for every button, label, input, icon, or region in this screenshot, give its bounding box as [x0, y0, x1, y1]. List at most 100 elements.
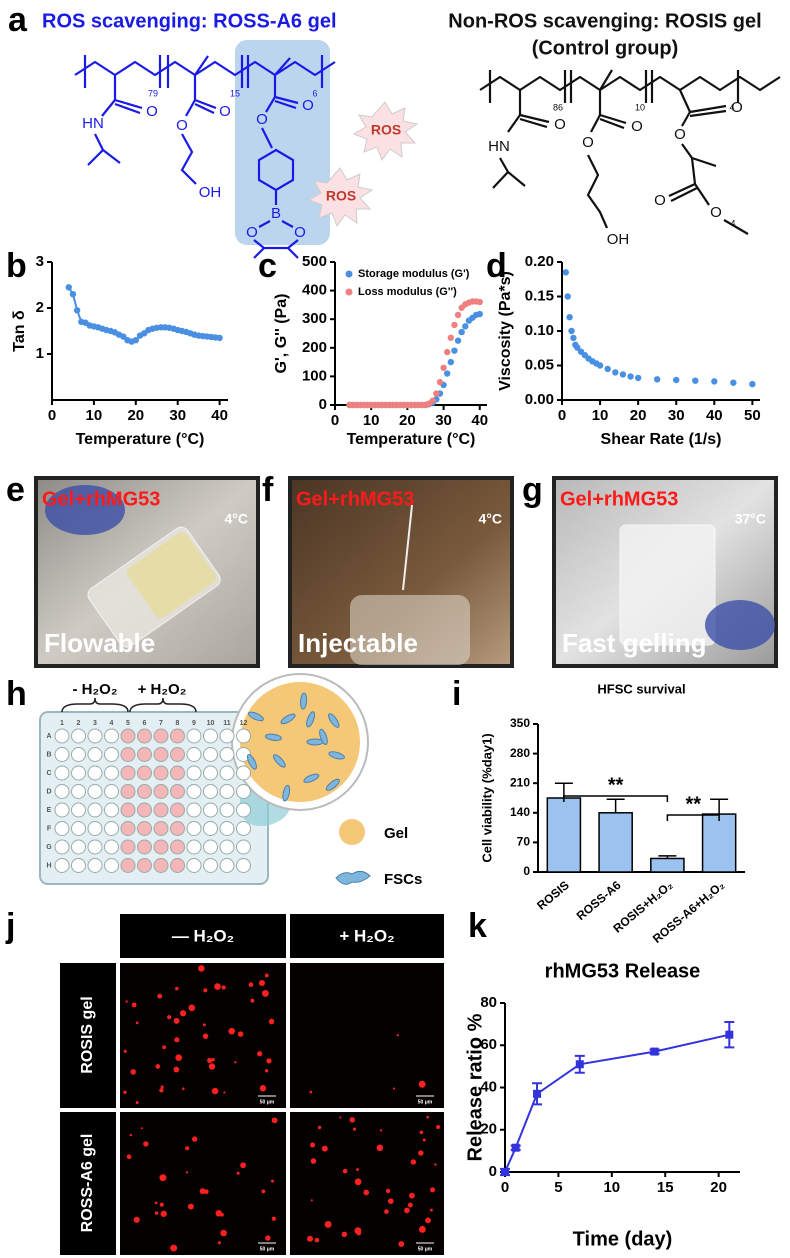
cell-dot: [185, 1146, 190, 1151]
cell: [264, 733, 282, 741]
cell-dot: [398, 1241, 405, 1248]
ros-label: ROS: [326, 188, 356, 204]
cell-dot: [157, 993, 163, 999]
well: [54, 858, 70, 873]
x-axis-label: Temperature (°C): [347, 431, 476, 448]
cell-dot: [154, 1211, 159, 1215]
well: [104, 765, 119, 781]
cell-dot: [354, 1178, 362, 1186]
point: [454, 337, 462, 344]
well: [104, 802, 119, 818]
error-bar: [606, 798, 625, 813]
cell-dot: [310, 1158, 317, 1164]
cell-dot: [214, 983, 221, 990]
y-tick-label: 350: [510, 716, 530, 730]
column-number: 7: [159, 720, 163, 727]
y-tick-label: 140: [510, 805, 530, 819]
cell-dot: [409, 1192, 415, 1199]
atom: O: [554, 116, 566, 133]
y-axis-label: Cell viability (%day1): [479, 733, 494, 862]
y-tick-label: 0.05: [525, 356, 554, 373]
y-tick-label: 200: [302, 339, 327, 356]
cell: [246, 754, 257, 770]
x-tick-label: 40: [706, 407, 723, 424]
micrograph: [290, 1112, 444, 1255]
cell-dot: [410, 1159, 417, 1165]
cell-dot: [324, 1220, 332, 1228]
rosis-structure: 86 10 4 4 O HN O O OH O O O O: [479, 69, 781, 248]
atom: O: [176, 117, 188, 134]
y-tick-label: 0: [319, 396, 327, 413]
cell-dot: [208, 1063, 216, 1070]
cell: [272, 754, 286, 768]
cell-dot: [418, 1150, 424, 1156]
cell-dot: [250, 998, 255, 1003]
cell-dot: [131, 1002, 137, 1008]
point: [69, 291, 77, 298]
panel-label: h: [6, 675, 27, 713]
point: [433, 390, 440, 397]
well: [203, 728, 218, 744]
point: [443, 348, 451, 356]
cell: [306, 738, 324, 746]
well: [236, 784, 251, 799]
well: [203, 839, 218, 855]
bar: [701, 813, 737, 873]
cell-dot: [356, 1168, 359, 1172]
subscript: 6: [312, 88, 317, 98]
well: [170, 839, 185, 855]
well: [186, 728, 202, 744]
well: [54, 728, 70, 744]
well: [203, 802, 218, 818]
structure-title: ROS scavenging: ROSS-A6 gel: [42, 10, 337, 32]
line: [504, 1033, 730, 1173]
cell-dot: [143, 1141, 149, 1147]
point: [454, 311, 462, 319]
atom: O: [246, 224, 258, 241]
well: [236, 765, 251, 781]
x-tick-label: 50: [744, 407, 761, 424]
well: [219, 784, 235, 799]
well: [219, 839, 235, 855]
cell: [280, 713, 296, 725]
well: [219, 802, 235, 818]
point: [692, 377, 699, 384]
cell: [282, 784, 291, 802]
cell-dot: [379, 1129, 383, 1132]
column-number: 2: [77, 720, 81, 727]
well: [137, 784, 152, 799]
ros-burst: ROS ROS: [307, 101, 419, 228]
cell-dot: [384, 1209, 389, 1214]
x-axis-label: Time (day): [573, 1228, 673, 1250]
cell-dot: [159, 1088, 164, 1093]
point: [443, 370, 451, 377]
row-letter: A: [46, 733, 51, 740]
y-axis-label: Release ratio %: [464, 1013, 486, 1161]
photo-caption: Flowable: [44, 628, 155, 658]
y-axis-label: Viscosity (Pa*s): [497, 271, 514, 391]
cell-dot: [236, 1171, 240, 1175]
point: [673, 376, 680, 384]
atom: O: [631, 118, 643, 135]
atom: O: [256, 111, 268, 128]
legend-swatch: [345, 270, 353, 278]
cell-dot: [309, 1090, 313, 1094]
legend-swatch: [335, 870, 371, 885]
well: [219, 858, 235, 873]
point: [501, 1168, 509, 1176]
row-letter: H: [46, 862, 51, 869]
cell-dot: [261, 989, 269, 997]
well: [87, 747, 103, 762]
well: [87, 839, 103, 855]
x-axis-label: Temperature (°C): [76, 431, 205, 448]
column-number: 1: [60, 720, 64, 727]
cell-dot: [418, 1080, 426, 1088]
photo-label: Gel+rhMG53: [296, 488, 414, 510]
structure-subtitle: (Control group): [532, 37, 679, 59]
y-tick-label: 210: [510, 775, 530, 789]
point: [575, 1060, 584, 1069]
well: [104, 839, 119, 855]
well: [186, 802, 202, 818]
group-label: + H₂O₂: [138, 681, 187, 698]
well: [170, 765, 185, 781]
